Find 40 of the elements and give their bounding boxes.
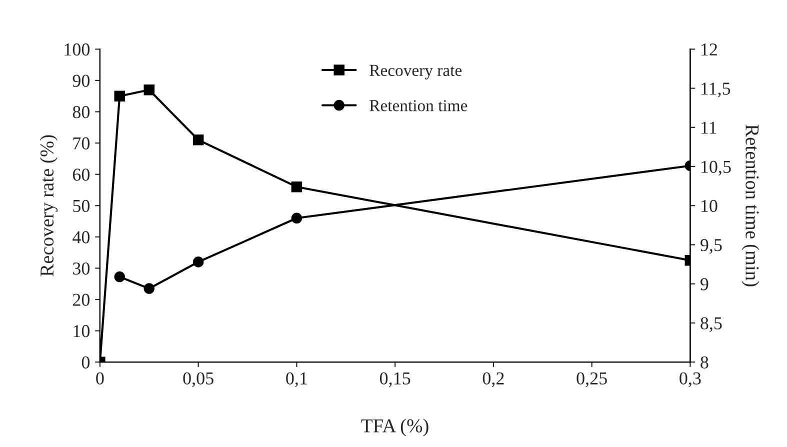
y2-tick-label: 10,5 [702, 160, 731, 176]
point [291, 212, 302, 224]
y-tick-label: 40 [72, 231, 90, 244]
y2-tick-label: 9 [700, 278, 708, 290]
y-tick-label: 0 [82, 356, 90, 369]
y-tick-label: 80 [72, 106, 90, 118]
y-tick-label: 50 [73, 200, 90, 212]
y2-tick-label: 9,5 [700, 239, 722, 254]
point [144, 283, 155, 294]
y2-tick-label: 8,5 [700, 317, 722, 332]
y-tick-label: 20 [72, 294, 90, 306]
y-tick-label: 100 [64, 43, 90, 56]
point [114, 90, 126, 102]
point [291, 181, 302, 192]
point [144, 84, 155, 96]
y2-tick-label: 10 [702, 200, 718, 212]
point [192, 134, 204, 146]
y2-tick-label: 8 [700, 356, 708, 369]
y-tick-label: 60 [72, 168, 90, 181]
legend-label: Recovery rate [370, 64, 462, 80]
point [114, 271, 126, 282]
point [192, 256, 204, 268]
y-tick-label: 70 [73, 137, 90, 150]
x-tick-label: 0,25 [576, 372, 607, 388]
y-axis-title: Recovery rate (%) [40, 135, 58, 276]
y-tick-label: 30 [73, 262, 90, 275]
y2-tick-label: 12 [702, 43, 717, 56]
x-tick-label: 0,05 [183, 372, 214, 388]
y2-tick-label: 11,5 [702, 82, 730, 98]
x-tick-label: 0 [96, 372, 104, 384]
x-tick-label: 0,3 [680, 372, 701, 388]
legend-label: Retention time [370, 100, 468, 112]
x-tick-label: 0,1 [286, 372, 307, 388]
x-tick-label: 0,15 [380, 372, 410, 388]
y-tick-label: 10 [74, 325, 90, 338]
y2-tick-label: 11 [702, 122, 716, 134]
y2-axis-title: Retention time (min) [742, 124, 760, 286]
y-tick-label: 90 [72, 74, 90, 87]
x-axis-title: TFA (%) [361, 418, 428, 436]
x-tick-label: 0,2 [482, 372, 504, 388]
